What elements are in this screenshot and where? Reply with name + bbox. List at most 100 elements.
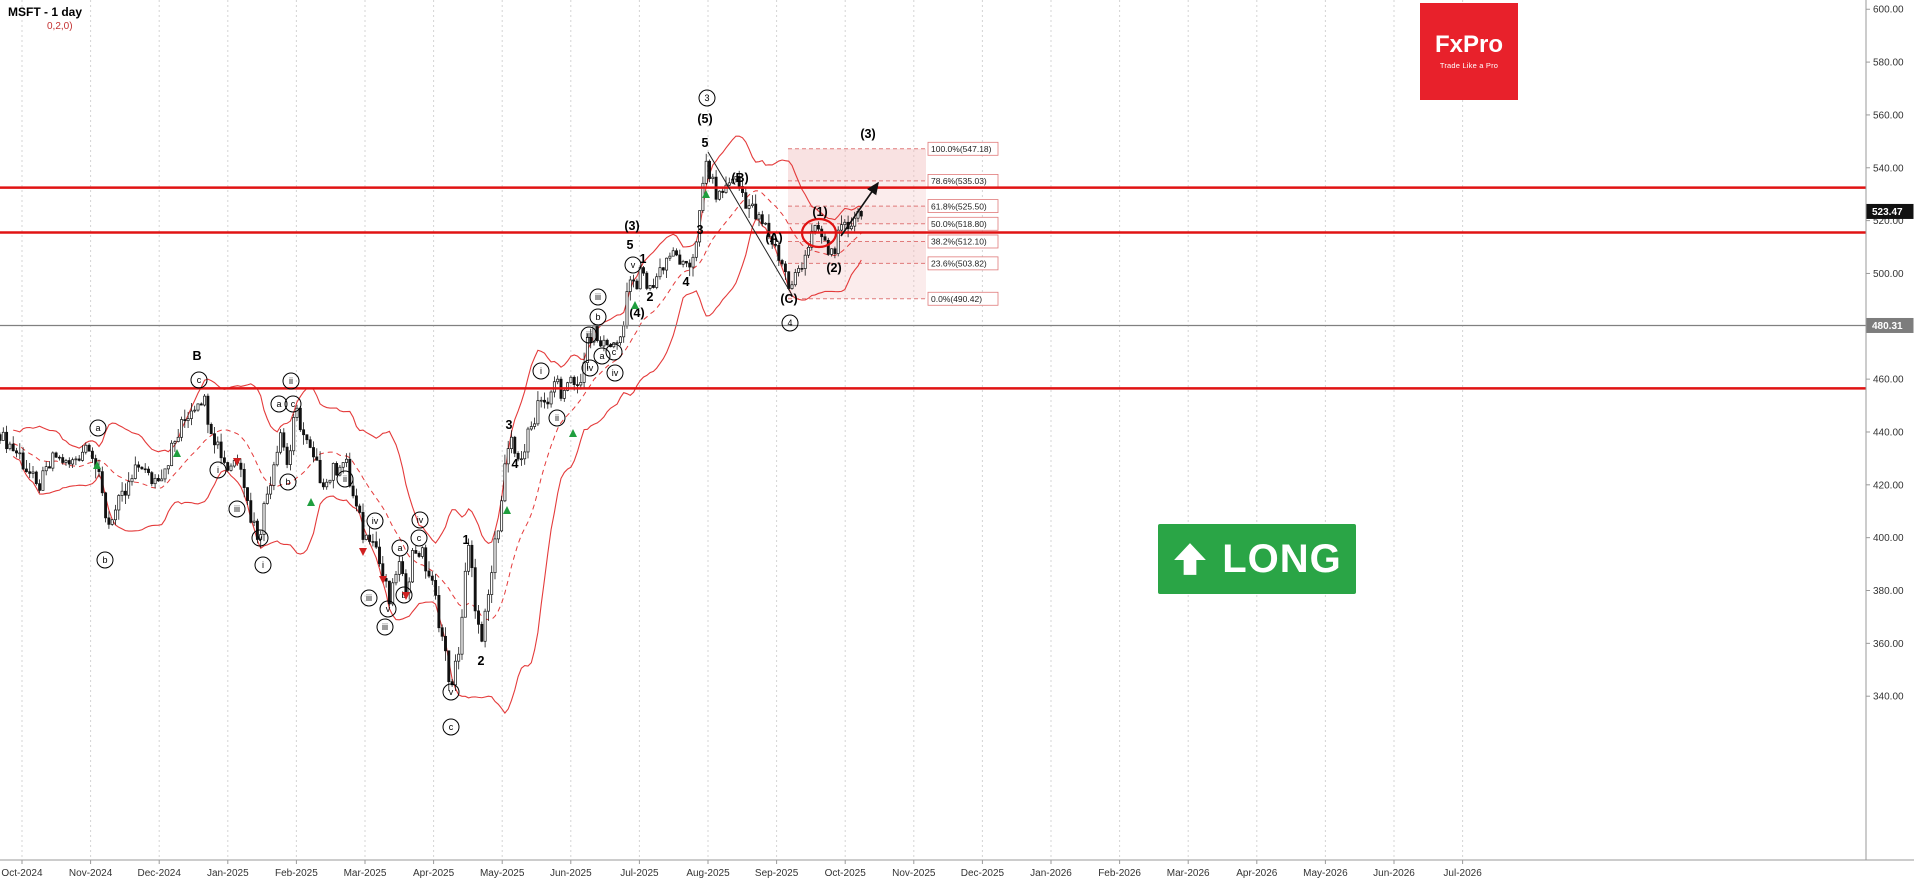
fib-label: 50.0%(518.80) bbox=[931, 219, 987, 229]
buy-arrow-icon bbox=[631, 301, 639, 309]
bollinger-middle bbox=[12, 190, 862, 621]
wave-label-circle bbox=[270, 395, 288, 413]
time-tick-label: Mar-2026 bbox=[1167, 868, 1210, 879]
wave-label-circle bbox=[366, 512, 384, 530]
time-tick-label: Dec-2024 bbox=[138, 868, 182, 879]
wave-label: c bbox=[612, 347, 617, 357]
time-tick-label: Apr-2026 bbox=[1236, 868, 1278, 879]
wave-label: 5 bbox=[702, 136, 709, 150]
wave-label: 1 bbox=[463, 533, 470, 547]
fib-label-box bbox=[927, 256, 999, 271]
price-tick-label: 380.00 bbox=[1873, 586, 1904, 597]
indicator-params-label: 0,2,0) bbox=[47, 21, 73, 32]
wave-label: ii bbox=[343, 474, 347, 484]
wave-label: a bbox=[95, 423, 100, 433]
wave-label-circle bbox=[336, 470, 354, 488]
wave-label: iii bbox=[586, 330, 592, 340]
wave-label: (B) bbox=[731, 171, 748, 185]
entry-highlight-circle bbox=[800, 217, 838, 249]
wave-label: ii bbox=[555, 413, 559, 423]
price-tick-label: 400.00 bbox=[1873, 533, 1904, 544]
sell-arrow-icon bbox=[379, 576, 387, 584]
wave-label: v bbox=[386, 604, 391, 614]
trendline bbox=[707, 151, 793, 296]
wave-label-circle bbox=[190, 371, 208, 389]
wave-label: b bbox=[595, 312, 600, 322]
wave-label-circle bbox=[251, 529, 269, 547]
wave-label-circle bbox=[395, 586, 413, 604]
wave-label: (3) bbox=[860, 127, 875, 141]
wave-label: (4) bbox=[629, 306, 644, 320]
time-tick-label: Sep-2025 bbox=[755, 868, 799, 879]
time-tick-label: Feb-2026 bbox=[1098, 868, 1141, 879]
wave-label: a bbox=[276, 399, 281, 409]
time-tick-label: May-2025 bbox=[480, 868, 525, 879]
fxpro-logo-tagline: Trade Like a Pro bbox=[1439, 61, 1499, 70]
wave-label: 4 bbox=[512, 457, 519, 471]
projection-arrow bbox=[840, 181, 879, 237]
wave-label-circle bbox=[360, 589, 378, 607]
time-tick-label: Feb-2025 bbox=[275, 868, 318, 879]
wave-label: 2 bbox=[647, 290, 654, 304]
long-signal-badge: LONG bbox=[1158, 524, 1356, 594]
bollinger-bands bbox=[12, 135, 862, 715]
time-tick-label: Jul-2026 bbox=[1443, 868, 1482, 879]
wave-label: c bbox=[291, 399, 296, 409]
buy-arrow-icon bbox=[93, 461, 101, 469]
wave-label: (2) bbox=[826, 261, 841, 275]
wave-label: iv bbox=[587, 363, 594, 373]
wave-label: (3) bbox=[624, 219, 639, 233]
wave-labels: 3 (5) 5 (B) (A) (1) (2) (C) 4 (3) B (3) 5 3 1 2 4 (4) 1 2 3 4… bbox=[89, 89, 876, 736]
wave-label: a bbox=[599, 351, 604, 361]
wave-label-circle bbox=[209, 461, 227, 479]
wave-label: c bbox=[449, 722, 454, 732]
fxpro-logo-title: FxPro bbox=[1434, 31, 1503, 58]
long-signal-label: LONG bbox=[1222, 537, 1342, 581]
candles-layer bbox=[0, 153, 863, 691]
fib-zone-band bbox=[788, 263, 926, 299]
sell-arrow-icon bbox=[233, 458, 241, 466]
fib-label-box bbox=[927, 216, 999, 231]
wave-label-circle bbox=[624, 256, 642, 274]
price-axis[interactable]: 340.00 360.00 380.00 400.00 420.00 440.00 460.… bbox=[1865, 0, 1914, 886]
wave-label: (5) bbox=[697, 112, 712, 126]
price-tick-label: 440.00 bbox=[1873, 427, 1904, 438]
wave-label: 5 bbox=[627, 238, 634, 252]
wave-label-circle bbox=[580, 326, 598, 344]
fib-label: 23.6%(503.82) bbox=[931, 259, 987, 269]
wave-label-circle bbox=[284, 395, 302, 413]
wave-label-circle bbox=[781, 314, 799, 332]
wave-label: 1 bbox=[640, 252, 647, 266]
time-tick-label: Jan-2025 bbox=[207, 868, 249, 879]
price-tick-label: 500.00 bbox=[1873, 269, 1904, 280]
time-tick-label: Mar-2025 bbox=[344, 868, 387, 879]
wave-label-circle bbox=[96, 551, 114, 569]
fibonacci-retracement: 100.0%(547.18) 78.6%(535.03) 61.8%(525.50)… bbox=[788, 141, 999, 306]
wave-label-circle bbox=[411, 511, 429, 529]
wave-label-circle bbox=[442, 718, 460, 736]
wave-label: iii bbox=[234, 504, 240, 514]
wave-label: 3 bbox=[697, 223, 704, 237]
time-tick-label: Jun-2025 bbox=[550, 868, 592, 879]
wave-label: iv bbox=[417, 515, 424, 525]
time-axis[interactable]: Oct-2024 Nov-2024 Dec-2024 Jan-2025 Feb-2025… bbox=[0, 859, 1914, 886]
wave-label: iv bbox=[372, 516, 379, 526]
fxpro-logo: FxPro Trade Like a Pro bbox=[1420, 3, 1518, 100]
wave-label: (A) bbox=[765, 231, 782, 245]
time-tick-label: Oct-2024 bbox=[1, 868, 43, 879]
wave-label-circle bbox=[282, 372, 300, 390]
time-tick-label: Nov-2025 bbox=[892, 868, 936, 879]
wave-label: B bbox=[192, 349, 201, 363]
wave-label-circle bbox=[254, 556, 272, 574]
wave-label-circle bbox=[605, 343, 623, 361]
wave-label: c bbox=[197, 375, 202, 385]
price-tick-label: 460.00 bbox=[1873, 375, 1904, 386]
fib-label-box bbox=[927, 234, 999, 249]
price-tick-label: 420.00 bbox=[1873, 480, 1904, 491]
horizontal-levels bbox=[0, 186, 1866, 390]
wave-label-circle bbox=[442, 683, 460, 701]
fib-label-box bbox=[927, 199, 999, 213]
time-tick-label: Aug-2025 bbox=[686, 868, 730, 879]
